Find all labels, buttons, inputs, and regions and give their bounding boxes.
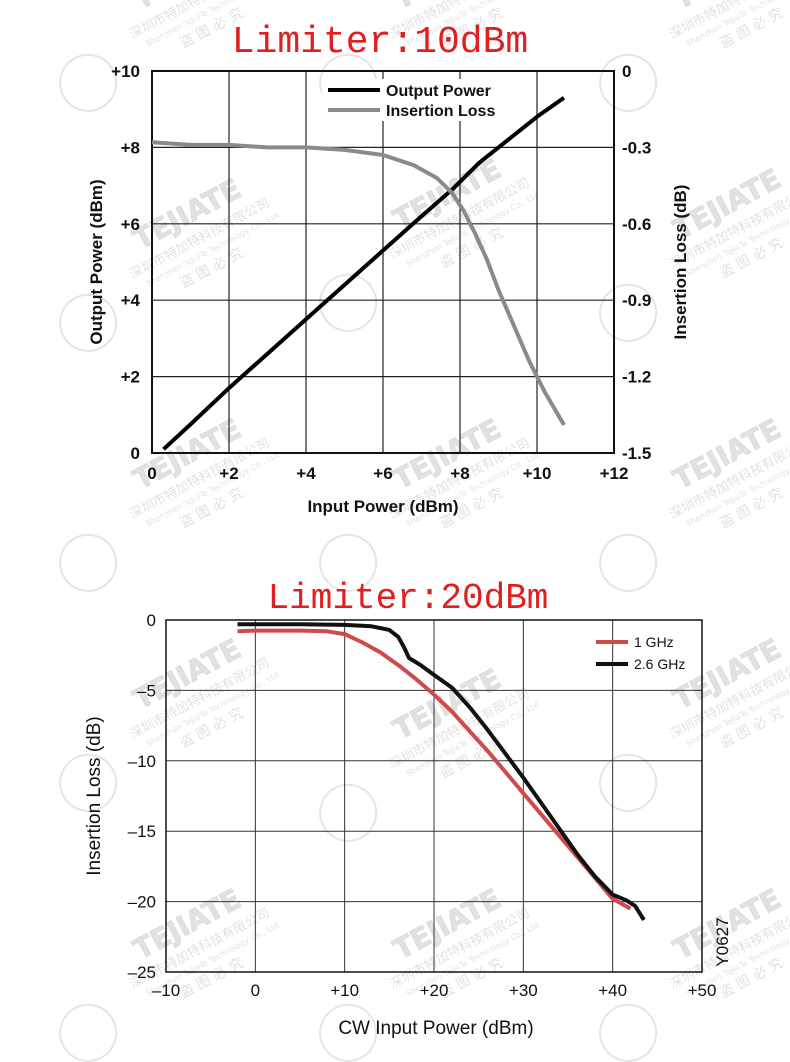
chart-2-series-line-1ghz	[237, 628, 632, 911]
chart-2-y-tick-label: –25	[128, 963, 156, 982]
chart-1-y-tick-label: +4	[121, 291, 141, 310]
chart-1-title: Limiter:10dBm	[232, 21, 528, 64]
chart-2-y-tick-label: –5	[137, 681, 156, 700]
chart-1-y-ticks: 0 +2 +4 +6 +8 +10	[111, 62, 140, 463]
chart-2-y-axis-label: Insertion Loss (dB)	[84, 716, 105, 875]
watermark-logo-icon	[59, 533, 118, 592]
chart-limiter-10dbm: Limiter:10dBm 0 +2 +4 +6 +8 +10 +12 0 +2 +4 +6 +8 +…	[87, 21, 690, 516]
legend-label-insertion-loss: Insertion Loss	[386, 103, 495, 120]
chart-2-x-tick-label: +20	[420, 981, 449, 1000]
watermark-logo-icon	[319, 1003, 378, 1062]
legend-label-output-power: Output Power	[386, 83, 491, 100]
chart-1-plot-frame	[151, 70, 615, 454]
legend-label-2-6ghz: 2.6 GHz	[634, 656, 685, 672]
chart-1-y2-tick-label: -1.5	[622, 444, 651, 463]
chart-2-x-tick-label: +30	[509, 981, 538, 1000]
chart-1-legend: Output Power Insertion Loss	[322, 79, 502, 121]
chart-1-x-tick-label: +10	[523, 464, 552, 483]
chart-2-series	[237, 622, 646, 921]
chart-2-y-tick-label: 0	[147, 611, 156, 630]
chart-2-y-tick-label: –20	[128, 893, 156, 912]
chart-2-figure-code: Y0627	[713, 917, 732, 966]
chart-1-x-tick-label: +4	[296, 464, 316, 483]
chart-1-series-line-output-power	[162, 96, 566, 451]
chart-1-y-tick-label: +8	[121, 138, 140, 157]
chart-1-y-tick-label: +6	[121, 215, 140, 234]
watermark-logo-icon	[319, 533, 378, 592]
chart-1-y2-tick-label: -1.2	[622, 368, 651, 387]
chart-2-title: Limiter:20dBm	[268, 578, 549, 619]
watermark-logo-icon	[59, 53, 118, 112]
chart-2-x-tick-label: 0	[251, 981, 260, 1000]
watermark-logo-icon	[59, 753, 118, 812]
watermark-logo-icon	[319, 783, 378, 842]
chart-1-y2-tick-label: 0	[622, 62, 631, 81]
chart-2-series-line-2-6ghz	[237, 622, 646, 921]
chart-1-y-tick-label: +10	[111, 62, 140, 81]
chart-1-y-axis-label: Output Power (dBm)	[87, 179, 106, 344]
chart-1-y2-tick-label: -0.6	[622, 215, 651, 234]
watermark-logo-icon	[599, 53, 658, 112]
chart-limiter-20dbm: Limiter:20dBm –10 0 +10 +20 +30 +40 +50 –25 –20…	[84, 578, 732, 1039]
chart-1-x-tick-label: +6	[373, 464, 392, 483]
chart-2-y-tick-label: –15	[128, 822, 156, 841]
chart-1-x-tick-label: 0	[147, 464, 156, 483]
watermark-logo-icon	[599, 1003, 658, 1062]
chart-2-x-tick-label: –10	[152, 981, 180, 1000]
chart-1-x-tick-label: +12	[600, 464, 629, 483]
chart-1-x-tick-label: +2	[219, 464, 238, 483]
chart-2-legend: 1 GHz 2.6 GHz	[596, 634, 685, 672]
watermark-logo-icon	[59, 293, 118, 352]
legend-label-1ghz: 1 GHz	[634, 634, 674, 650]
chart-2-x-tick-label: +10	[330, 981, 359, 1000]
chart-1-y2-ticks: -1.5 -1.2 -0.9 -0.6 -0.3 0	[622, 62, 651, 463]
chart-2-y-tick-label: –10	[128, 752, 156, 771]
chart-1-x-tick-label: +8	[450, 464, 469, 483]
chart-1-y2-axis-label: Insertion Loss (dB)	[671, 185, 690, 340]
chart-1-series	[151, 96, 566, 451]
watermark-logo-icon	[599, 533, 658, 592]
chart-1-legend-box	[322, 79, 502, 121]
chart-2-x-tick-label: +40	[598, 981, 627, 1000]
watermark-logo-icon	[599, 753, 658, 812]
chart-2-x-tick-label: +50	[688, 981, 717, 1000]
watermark-logo-icon	[59, 1003, 118, 1062]
watermark-logo-icon	[599, 283, 658, 342]
chart-2-x-ticks: –10 0 +10 +20 +30 +40 +50	[152, 981, 717, 1000]
chart-1-x-axis-label: Input Power (dBm)	[307, 497, 458, 516]
chart-1-series-line-insertion-loss	[151, 140, 566, 427]
chart-2-plot-frame	[165, 619, 703, 973]
chart-1-x-ticks: 0 +2 +4 +6 +8 +10 +12	[147, 464, 628, 483]
chart-2-y-ticks: –25 –20 –15 –10 –5 0	[128, 611, 156, 982]
chart-1-y-tick-label: +2	[121, 368, 140, 387]
watermark-logo-icon	[319, 273, 378, 332]
chart-1-y2-tick-label: -0.3	[622, 138, 651, 157]
chart-1-y-tick-label: 0	[131, 444, 140, 463]
chart-2-x-axis-label: CW Input Power (dBm)	[338, 1018, 533, 1039]
chart-1-y2-tick-label: -0.9	[622, 291, 651, 310]
